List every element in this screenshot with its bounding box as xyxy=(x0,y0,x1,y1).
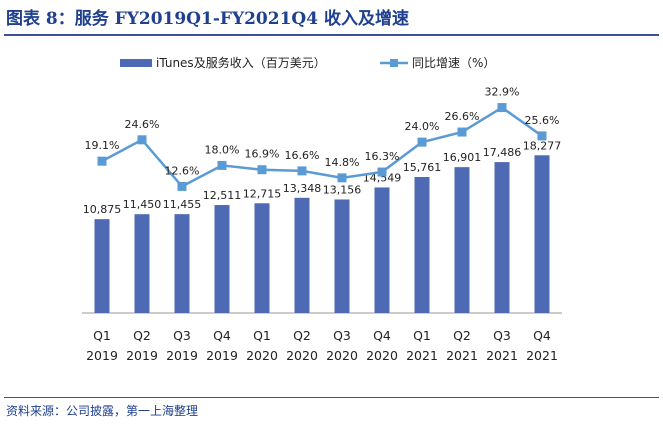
bar xyxy=(374,187,390,313)
growth-marker xyxy=(497,103,507,113)
x-tick-year: 2019 xyxy=(206,348,238,363)
bar-value-label: 10,875 xyxy=(83,203,122,216)
legend: iTunes及服务收入（百万美元） 同比增速（%） xyxy=(120,55,495,70)
bar-value-label: 15,761 xyxy=(403,161,442,174)
source-note: 资料来源：公司披露，第一上海整理 xyxy=(6,404,199,418)
growth-value-label: 24.0% xyxy=(405,120,440,133)
legend-bar-swatch xyxy=(120,59,152,67)
x-tick-year: 2020 xyxy=(246,348,278,363)
bar-value-label: 13,156 xyxy=(323,183,362,196)
growth-value-label: 16.9% xyxy=(245,148,280,161)
chart-title: 图表 8：服务 FY2019Q1-FY2021Q4 收入及增速 xyxy=(6,9,409,29)
chart-canvas: iTunes及服务收入（百万美元） 同比增速（%） 10,875 11,450 11… xyxy=(82,55,562,363)
x-tick-quarter: Q2 xyxy=(453,328,471,343)
x-tick-year: 2020 xyxy=(366,348,398,363)
x-tick-year: 2021 xyxy=(446,348,478,363)
x-tick-quarter: Q1 xyxy=(253,328,271,343)
growth-value-label: 12.6% xyxy=(165,164,200,177)
growth-value-label: 24.6% xyxy=(125,118,160,131)
growth-marker xyxy=(417,137,427,147)
growth-value-label: 16.3% xyxy=(365,150,400,163)
growth-marker xyxy=(137,135,147,145)
footer-divider xyxy=(4,397,659,398)
growth-marker xyxy=(177,181,187,191)
legend-bar-label: iTunes及服务收入（百万美元） xyxy=(156,55,326,70)
growth-value-label: 32.9% xyxy=(485,86,520,99)
bar xyxy=(534,155,550,313)
growth-marker xyxy=(297,166,307,176)
x-tick-year: 2020 xyxy=(286,348,318,363)
x-tick-quarter: Q2 xyxy=(293,328,311,343)
growth-marker xyxy=(217,160,227,170)
growth-value-label: 16.6% xyxy=(285,149,320,162)
title-divider xyxy=(4,34,659,36)
x-tick-quarter: Q3 xyxy=(333,328,351,343)
bar xyxy=(214,205,230,313)
growth-marker xyxy=(537,131,547,141)
growth-marker xyxy=(337,173,347,183)
x-tick-year: 2021 xyxy=(486,348,518,363)
growth-marker xyxy=(97,156,107,166)
x-tick-year: 2019 xyxy=(166,348,198,363)
bar xyxy=(414,176,430,313)
bar xyxy=(494,162,510,313)
x-tick-quarter: Q3 xyxy=(493,328,511,343)
x-tick-year: 2019 xyxy=(126,348,158,363)
bar xyxy=(174,214,190,313)
bar xyxy=(334,199,350,313)
x-tick-year: 2019 xyxy=(86,348,118,363)
growth-marker xyxy=(377,167,387,177)
x-tick-quarter: Q1 xyxy=(93,328,111,343)
x-tick-quarter: Q1 xyxy=(413,328,431,343)
x-tick-quarter: Q3 xyxy=(173,328,191,343)
growth-value-label: 14.8% xyxy=(325,156,360,169)
bar-value-label: 11,455 xyxy=(163,198,202,211)
x-tick-quarter: Q4 xyxy=(373,328,391,343)
growth-value-label: 19.1% xyxy=(85,139,120,152)
bar-value-label: 18,277 xyxy=(523,139,562,152)
x-tick-year: 2021 xyxy=(406,348,438,363)
bar-value-label: 17,486 xyxy=(483,146,522,159)
bar-value-label: 13,348 xyxy=(283,182,322,195)
legend-line-label: 同比增速（%） xyxy=(412,56,495,70)
bar xyxy=(94,219,110,313)
bar xyxy=(454,167,470,313)
growth-value-label: 18.0% xyxy=(205,143,240,156)
x-tick-quarter: Q4 xyxy=(533,328,551,343)
growth-marker xyxy=(457,127,467,137)
growth-rate-line xyxy=(101,106,543,188)
bar-value-label: 16,901 xyxy=(443,151,482,164)
growth-marker xyxy=(257,165,267,175)
bar-value-label: 11,450 xyxy=(123,198,162,211)
growth-value-label: 25.6% xyxy=(525,114,560,127)
x-tick-year: 2020 xyxy=(326,348,358,363)
growth-value-label: 26.6% xyxy=(445,110,480,123)
x-tick-year: 2021 xyxy=(526,348,558,363)
bar xyxy=(294,197,310,313)
bar-value-label: 12,715 xyxy=(243,187,282,200)
bar xyxy=(254,203,270,313)
x-tick-quarter: Q2 xyxy=(133,328,151,343)
legend-line-marker xyxy=(390,59,398,67)
bar xyxy=(134,214,150,313)
bar-value-label: 12,511 xyxy=(203,189,242,202)
x-tick-quarter: Q4 xyxy=(213,328,231,343)
